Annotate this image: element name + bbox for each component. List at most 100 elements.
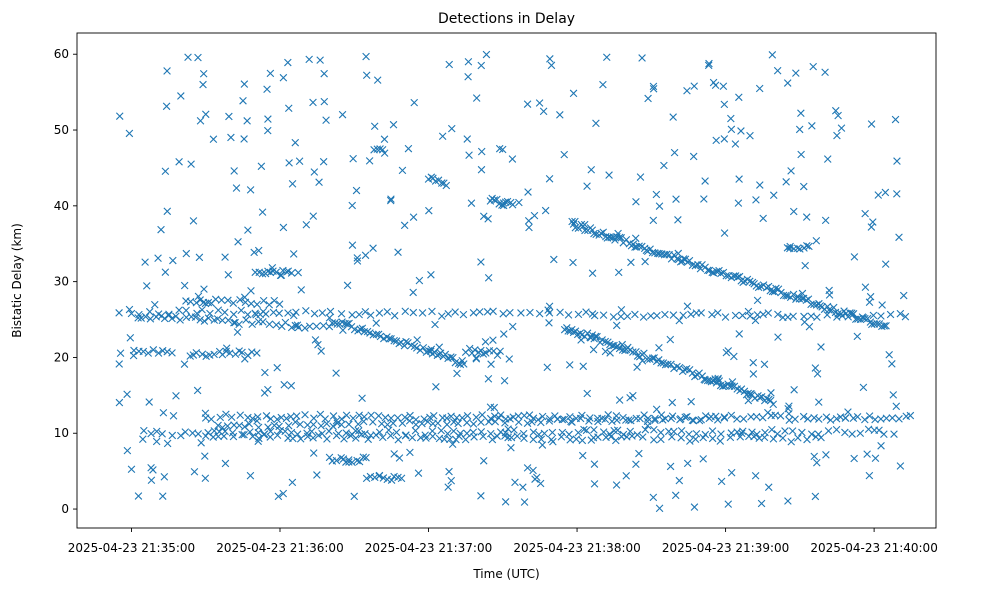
detection-point xyxy=(627,258,635,267)
detection-point xyxy=(877,441,885,450)
detection-point xyxy=(901,312,910,321)
detection-point xyxy=(737,127,745,135)
detection-point xyxy=(597,229,605,238)
detection-point xyxy=(214,432,223,441)
detection-point xyxy=(451,308,459,316)
detection-point xyxy=(262,412,271,420)
detection-point xyxy=(332,456,341,465)
detection-point xyxy=(896,462,905,470)
detection-point xyxy=(355,310,363,319)
detection-point xyxy=(275,309,283,318)
detection-point xyxy=(738,427,747,436)
detection-point xyxy=(798,289,807,298)
detection-point xyxy=(201,409,210,418)
detection-point xyxy=(490,196,499,204)
detection-point xyxy=(180,360,189,368)
detection-point xyxy=(139,347,148,356)
detection-point xyxy=(360,327,369,336)
detection-point xyxy=(427,345,436,354)
detection-point xyxy=(284,267,293,275)
detection-point xyxy=(886,310,895,319)
detection-point xyxy=(477,258,485,266)
detection-point xyxy=(834,111,842,120)
detection-point xyxy=(477,492,485,500)
detection-point xyxy=(801,261,809,270)
detection-point xyxy=(192,298,201,307)
detection-point xyxy=(786,242,794,251)
detection-point xyxy=(704,266,712,275)
chart-title: Detections in Delay xyxy=(438,11,575,27)
detection-point xyxy=(746,312,754,320)
x-tick-label: 2025-04-23 21:36:00 xyxy=(216,541,343,555)
detection-point xyxy=(583,389,592,398)
detection-point xyxy=(154,254,162,262)
detection-point xyxy=(197,438,205,447)
detection-point xyxy=(401,413,409,422)
detection-point xyxy=(129,351,138,360)
detection-point xyxy=(386,431,395,440)
detection-point xyxy=(831,106,840,115)
detection-point xyxy=(700,195,708,203)
detection-point xyxy=(788,427,797,435)
detection-point xyxy=(683,86,691,95)
detection-point xyxy=(638,54,646,62)
detection-point xyxy=(501,419,509,427)
detection-point xyxy=(159,408,168,417)
detection-point xyxy=(426,413,434,422)
detection-point xyxy=(123,446,132,455)
detection-point xyxy=(418,309,427,317)
detection-point xyxy=(717,477,726,486)
detection-point xyxy=(615,233,624,242)
detection-point xyxy=(469,420,478,428)
detection-point xyxy=(660,161,668,170)
detection-point xyxy=(464,57,473,66)
detection-point xyxy=(489,336,497,344)
detection-point xyxy=(668,412,677,420)
detection-point xyxy=(514,418,523,426)
detection-point xyxy=(163,347,171,356)
detection-point xyxy=(669,113,677,121)
detection-point xyxy=(146,315,155,323)
detection-point xyxy=(150,300,159,309)
detection-point xyxy=(785,409,793,418)
detection-point xyxy=(657,359,665,367)
detection-point xyxy=(338,110,347,119)
detection-point xyxy=(455,432,463,441)
detection-point xyxy=(192,348,201,357)
detection-point xyxy=(289,311,298,320)
detection-point xyxy=(342,411,351,420)
detection-point xyxy=(667,414,676,423)
detection-point xyxy=(234,237,242,246)
detection-point xyxy=(587,334,595,342)
detection-point xyxy=(240,293,249,302)
detection-point xyxy=(432,382,440,391)
detection-point xyxy=(484,375,493,383)
detection-point xyxy=(248,320,256,329)
detection-point xyxy=(701,177,709,185)
detection-point xyxy=(157,225,165,234)
detection-point xyxy=(774,333,782,341)
detection-point xyxy=(378,145,387,154)
detection-point xyxy=(592,119,600,128)
detection-point xyxy=(571,217,579,226)
detection-point xyxy=(253,300,261,309)
detection-point xyxy=(506,308,514,317)
detection-point xyxy=(348,458,356,467)
detection-point xyxy=(589,433,598,442)
detection-point xyxy=(261,368,269,377)
detection-point xyxy=(317,347,325,355)
detection-point xyxy=(206,309,214,318)
detection-point xyxy=(538,412,547,421)
detection-point xyxy=(239,97,247,105)
detection-point xyxy=(125,129,134,138)
detection-point xyxy=(560,415,569,424)
detection-point xyxy=(544,306,552,314)
detection-point xyxy=(329,422,337,431)
detection-point xyxy=(465,151,473,159)
detection-point xyxy=(809,62,817,71)
detection-point xyxy=(484,215,492,223)
detection-point xyxy=(727,411,736,420)
detection-point xyxy=(712,136,720,145)
detection-point xyxy=(477,346,485,355)
detection-point xyxy=(649,84,658,93)
